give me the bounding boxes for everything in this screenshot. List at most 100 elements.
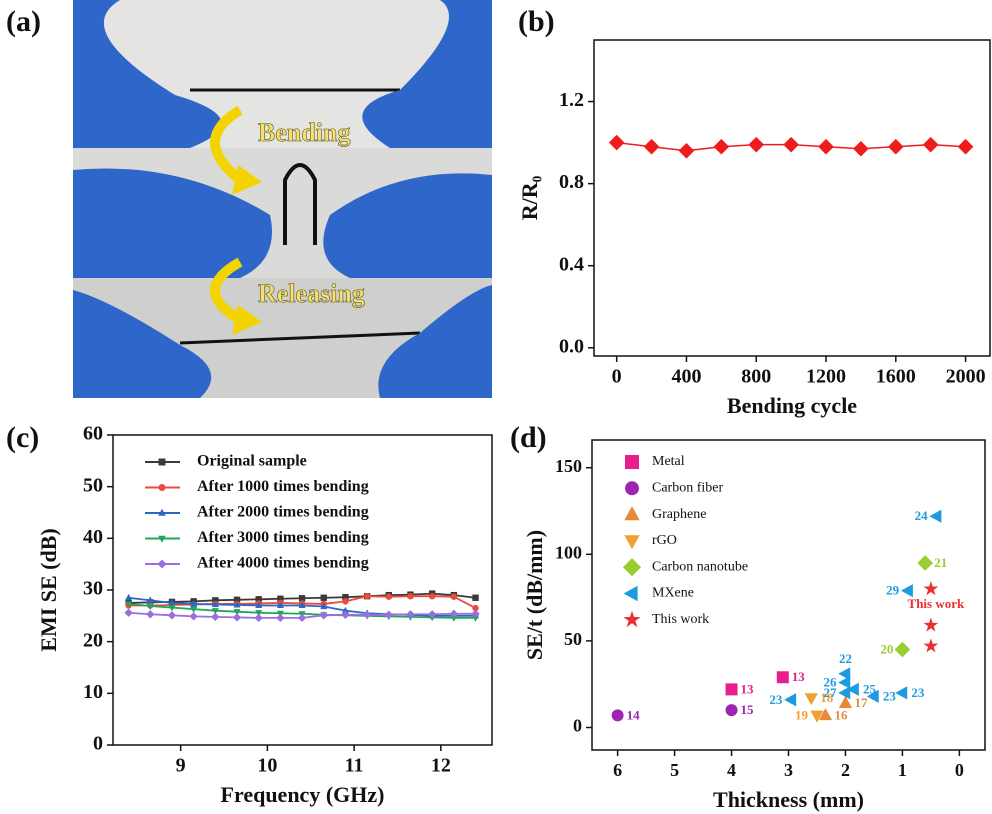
marker bbox=[189, 612, 197, 620]
marker bbox=[276, 614, 284, 622]
x-tick-label: 11 bbox=[345, 755, 364, 777]
marker bbox=[888, 139, 904, 155]
y-axis-label: R/R₀ bbox=[517, 175, 542, 220]
x-axis-label: Frequency (GHz) bbox=[221, 782, 385, 807]
point-label: 13 bbox=[792, 669, 806, 684]
x-axis-label: Thickness (mm) bbox=[713, 787, 864, 812]
marker bbox=[146, 610, 154, 618]
marker bbox=[895, 686, 907, 699]
x-tick-label: 6 bbox=[613, 760, 622, 780]
y-tick-label: 60 bbox=[83, 423, 103, 445]
y-axis-label: EMI SE (dB) bbox=[36, 528, 61, 651]
marker bbox=[124, 609, 132, 617]
marker bbox=[748, 137, 764, 153]
marker bbox=[612, 709, 624, 721]
point-label: 22 bbox=[839, 651, 852, 666]
y-tick-label: 0.4 bbox=[559, 253, 584, 275]
marker bbox=[644, 139, 660, 155]
marker bbox=[726, 704, 738, 716]
marker bbox=[726, 683, 738, 695]
marker bbox=[407, 593, 413, 599]
photo-panel: Bending Releasing bbox=[73, 0, 492, 398]
x-tick-label: 0 bbox=[612, 366, 622, 388]
marker bbox=[929, 510, 941, 523]
figure: Bending Releasing (a) 040080012001600200… bbox=[0, 0, 992, 814]
y-tick-label: 50 bbox=[564, 629, 582, 649]
marker bbox=[923, 638, 938, 652]
point-label: 21 bbox=[934, 555, 947, 570]
y-tick-label: 0.8 bbox=[559, 171, 584, 193]
legend-label: rGO bbox=[652, 533, 677, 548]
plot-frame bbox=[594, 40, 990, 356]
marker bbox=[783, 137, 799, 153]
x-tick-label: 1 bbox=[898, 760, 907, 780]
y-tick-label: 1.2 bbox=[559, 89, 584, 111]
x-tick-label: 3 bbox=[784, 760, 793, 780]
legend-marker bbox=[624, 586, 638, 601]
panel-label: (b) bbox=[518, 5, 555, 38]
marker bbox=[784, 693, 796, 706]
y-tick-label: 150 bbox=[555, 456, 582, 476]
annotation: This work bbox=[908, 596, 965, 611]
marker bbox=[917, 555, 933, 571]
x-tick-label: 800 bbox=[741, 366, 771, 388]
y-tick-label: 0 bbox=[93, 733, 103, 755]
y-tick-label: 100 bbox=[555, 542, 582, 562]
legend-label: This work bbox=[652, 612, 709, 627]
x-tick-label: 5 bbox=[670, 760, 679, 780]
legend-label: Graphene bbox=[652, 507, 706, 522]
legend-label: Original sample bbox=[197, 453, 307, 470]
point-label: 29 bbox=[886, 583, 900, 598]
marker bbox=[233, 613, 241, 621]
marker bbox=[805, 693, 818, 705]
x-tick-label: 2000 bbox=[946, 366, 986, 388]
point-label: 23 bbox=[769, 692, 783, 707]
marker bbox=[298, 614, 306, 622]
point-label: 15 bbox=[741, 702, 755, 717]
point-label: 27 bbox=[823, 685, 837, 700]
x-axis-label: Bending cycle bbox=[727, 393, 857, 418]
legend-marker bbox=[624, 506, 639, 520]
annotation: Releasing bbox=[258, 279, 365, 308]
y-tick-label: 20 bbox=[83, 629, 103, 651]
marker bbox=[923, 618, 938, 632]
marker bbox=[923, 137, 939, 153]
point-label: 20 bbox=[880, 642, 893, 657]
legend-marker bbox=[157, 559, 166, 568]
annotation: Bending bbox=[258, 118, 351, 147]
marker bbox=[838, 676, 850, 689]
marker bbox=[255, 614, 263, 622]
point-label: 19 bbox=[795, 707, 809, 722]
marker bbox=[472, 595, 478, 601]
legend-marker bbox=[625, 481, 639, 495]
x-tick-label: 9 bbox=[176, 755, 186, 777]
panel-label: (a) bbox=[6, 5, 41, 38]
marker bbox=[609, 135, 625, 151]
marker bbox=[429, 593, 435, 599]
point-label: 24 bbox=[915, 508, 929, 523]
marker bbox=[923, 581, 938, 595]
x-tick-label: 12 bbox=[431, 755, 451, 777]
legend-marker bbox=[159, 484, 166, 491]
panel-label: (d) bbox=[510, 421, 547, 454]
point-label: 14 bbox=[627, 707, 641, 722]
marker bbox=[679, 143, 695, 159]
legend-label: Carbon nanotube bbox=[652, 559, 748, 574]
marker bbox=[895, 642, 911, 658]
marker bbox=[363, 611, 371, 619]
legend-label: After 1000 times bending bbox=[197, 478, 369, 495]
point-label: 23 bbox=[883, 688, 897, 703]
legend-label: MXene bbox=[652, 586, 694, 601]
marker bbox=[451, 594, 457, 600]
marker bbox=[168, 611, 176, 619]
marker bbox=[385, 611, 393, 619]
y-tick-label: 50 bbox=[83, 474, 103, 496]
point-label: 16 bbox=[835, 707, 849, 722]
x-tick-label: 2 bbox=[841, 760, 850, 780]
marker bbox=[321, 595, 327, 601]
y-tick-label: 0.0 bbox=[559, 335, 584, 357]
legend-marker bbox=[623, 558, 641, 576]
x-tick-label: 0 bbox=[955, 760, 964, 780]
marker bbox=[125, 594, 132, 600]
x-tick-label: 4 bbox=[727, 760, 736, 780]
